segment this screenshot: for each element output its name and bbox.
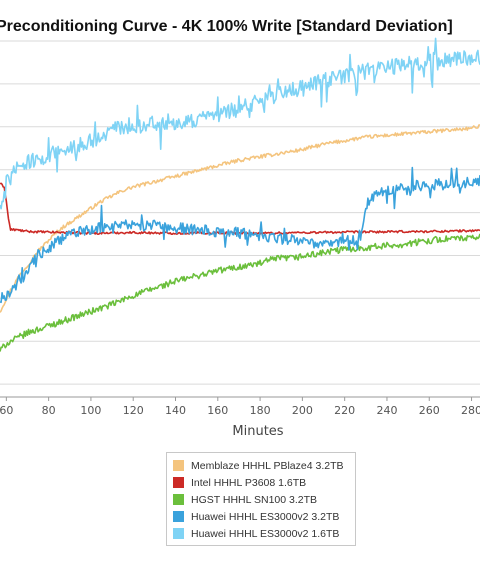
- x-tick-label: 260: [419, 404, 440, 417]
- x-tick-label: 120: [123, 404, 144, 417]
- legend-label: HGST HHHL SN100 3.2TB: [191, 493, 318, 506]
- x-tick-label: 280: [461, 404, 480, 417]
- legend-label: Huawei HHHL ES3000v2 1.6TB: [191, 527, 340, 540]
- legend-swatch: [173, 494, 184, 505]
- legend: Memblaze HHHL PBlaze4 3.2TB Intel HHHL P3…: [166, 452, 356, 546]
- legend-swatch: [173, 460, 184, 471]
- x-tick-label: 200: [292, 404, 313, 417]
- x-tick-label: 160: [207, 404, 228, 417]
- legend-item: Huawei HHHL ES3000v2 1.6TB: [173, 525, 349, 542]
- legend-item: Intel HHHL P3608 1.6TB: [173, 474, 349, 491]
- chart-title: Preconditioning Curve - 4K 100% Write [S…: [0, 18, 453, 35]
- x-tick-label: 180: [250, 404, 271, 417]
- legend-swatch: [173, 511, 184, 522]
- plot-area: 60 80 100 120 140 160 180 200 220 240 260 280: [0, 37, 480, 417]
- legend-item: HGST HHHL SN100 3.2TB: [173, 491, 349, 508]
- x-tick-label: 240: [376, 404, 397, 417]
- legend-item: Memblaze HHHL PBlaze4 3.2TB: [173, 457, 349, 474]
- legend-swatch: [173, 477, 184, 488]
- legend-label: Memblaze HHHL PBlaze4 3.2TB: [191, 459, 344, 472]
- x-axis-label: Minutes: [232, 424, 284, 439]
- legend-item: Huawei HHHL ES3000v2 3.2TB: [173, 508, 349, 525]
- x-tick-label: 80: [42, 404, 56, 417]
- series-line: [0, 233, 480, 352]
- x-tick-label: 100: [80, 404, 101, 417]
- x-tick-label: 220: [334, 404, 355, 417]
- series-line: [0, 166, 480, 304]
- series-line: [0, 37, 480, 210]
- legend-label: Huawei HHHL ES3000v2 3.2TB: [191, 510, 340, 523]
- legend-swatch: [173, 528, 184, 539]
- legend-items: Memblaze HHHL PBlaze4 3.2TB Intel HHHL P3…: [173, 457, 349, 542]
- x-tick-label: 140: [165, 404, 186, 417]
- x-tick-label: 60: [0, 404, 13, 417]
- series-line: [0, 124, 480, 313]
- legend-label: Intel HHHL P3608 1.6TB: [191, 476, 307, 489]
